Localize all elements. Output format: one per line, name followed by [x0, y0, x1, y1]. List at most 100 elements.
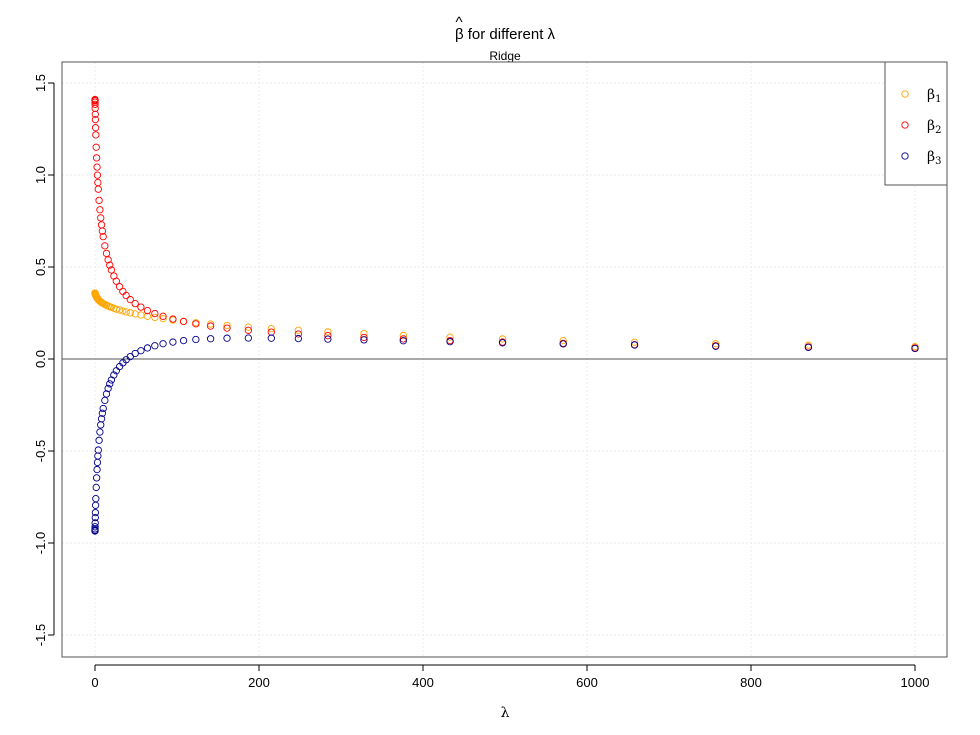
legend-marker [901, 121, 909, 129]
legend-label: β1 [927, 87, 941, 105]
data-point [101, 242, 109, 250]
legend-box [884, 61, 948, 186]
data-point [97, 221, 106, 229]
data-point [99, 232, 107, 241]
data-point [137, 311, 145, 319]
data-point [169, 315, 177, 323]
y-axis: -1.5 -1.0 -0.5 0.0 0.5 1.0 1.5 [33, 74, 55, 646]
data-point [122, 291, 130, 300]
data-point [294, 330, 303, 338]
data-point [106, 261, 114, 269]
data-point [223, 324, 231, 332]
data-point [137, 303, 145, 311]
y-tick-label: 0.5 [33, 258, 48, 276]
title-beta: β [455, 26, 464, 43]
data-point [143, 312, 152, 320]
chart-subtitle: Ridge [489, 49, 521, 63]
data-point [712, 340, 720, 348]
y-tick-label: -1.5 [33, 624, 48, 646]
data-point [106, 380, 114, 388]
data-point [99, 404, 107, 413]
plot-frame [61, 61, 948, 658]
data-point [110, 371, 118, 379]
legend-label: β2 [927, 118, 941, 136]
x-tick-label: 400 [412, 675, 434, 690]
data-point [96, 206, 104, 214]
data-point [244, 323, 252, 331]
data-point [98, 227, 107, 235]
data-point [179, 317, 188, 326]
data-point [630, 341, 639, 349]
data-point [151, 342, 159, 350]
data-point [93, 163, 101, 171]
x-tick-label: 800 [740, 675, 762, 690]
data-point [92, 495, 100, 503]
x-tick-label: 600 [576, 675, 598, 690]
data-point [151, 313, 159, 322]
data-point [192, 320, 200, 328]
data-point [446, 338, 454, 346]
x-axis: 0 200 400 600 800 1000 [91, 664, 930, 690]
data-point [122, 308, 130, 316]
data-point [267, 334, 275, 342]
legend-marker [901, 152, 909, 160]
x-axis-label: λ [501, 705, 510, 721]
series-2 [91, 95, 919, 352]
data-point [91, 100, 99, 108]
data-point [399, 335, 407, 343]
data-point [102, 249, 111, 258]
x-tick-label: 0 [91, 675, 98, 690]
data-point [112, 305, 120, 313]
data-point [169, 338, 177, 346]
data-point [98, 409, 107, 417]
data-point [119, 307, 127, 315]
data-point [119, 287, 127, 296]
data-point [131, 349, 139, 358]
data-point [498, 339, 507, 347]
data-point [91, 508, 100, 517]
data-point [91, 110, 99, 118]
data-point [223, 334, 231, 342]
data-point [244, 326, 252, 334]
data-point [712, 342, 720, 350]
data-point [101, 396, 109, 405]
data-point [559, 336, 567, 345]
x-tick-label: 1000 [901, 675, 930, 690]
data-point [115, 306, 124, 314]
data-point [267, 324, 275, 333]
y-tick-label: 1.0 [33, 166, 48, 184]
data-point [126, 309, 134, 317]
data-point [206, 335, 215, 343]
data-point [143, 306, 152, 315]
data-point [107, 266, 116, 274]
data-point [91, 519, 99, 527]
data-point [223, 321, 231, 330]
data-point [92, 483, 100, 492]
data-point [91, 501, 100, 509]
data-point [102, 390, 111, 398]
data-point [94, 452, 102, 460]
data-point [399, 331, 407, 340]
data-point [115, 283, 124, 291]
chart-title: β for different λ [455, 26, 556, 43]
data-point [91, 513, 99, 522]
data-point [159, 315, 167, 323]
series-3 [91, 334, 919, 535]
data-point [93, 171, 102, 179]
data-point [192, 335, 200, 344]
data-point [399, 337, 407, 345]
data-point [324, 335, 332, 343]
data-point [498, 335, 507, 343]
data-point [92, 131, 100, 139]
series-1 [91, 289, 919, 351]
data-point [804, 343, 813, 352]
y-tick-label: -1.0 [33, 532, 48, 554]
data-point [94, 185, 102, 193]
data-point [206, 322, 215, 330]
data-point [97, 415, 106, 423]
data-point [94, 178, 102, 187]
data-point [91, 525, 99, 533]
legend-marker [901, 90, 909, 98]
data-point [107, 376, 116, 384]
